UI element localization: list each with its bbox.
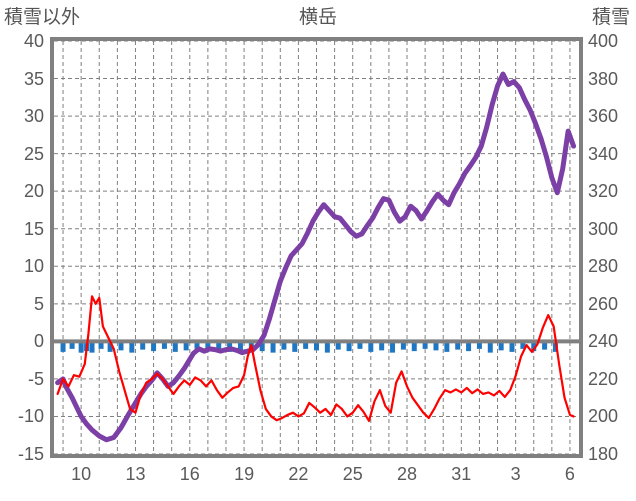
y-axis-left-tick-label: 15 [23, 218, 44, 239]
precipitation-bar [400, 341, 406, 350]
y-axis-left-tick-label: 10 [23, 256, 44, 277]
precipitation-bar [183, 341, 189, 351]
precipitation-bar [433, 341, 439, 351]
precipitation-bar [78, 341, 84, 353]
precipitation-bar [98, 341, 104, 349]
precipitation-bar [520, 341, 526, 349]
y-axis-right-tick-label: 400 [588, 31, 619, 51]
precipitation-bar [303, 341, 309, 349]
precipitation-bar [270, 341, 276, 353]
y-axis-left-tick-label: 5 [33, 293, 44, 314]
precipitation-bar [411, 341, 417, 352]
y-axis-right-tick-label: 340 [588, 143, 619, 164]
precipitation-bar [444, 341, 450, 352]
precipitation-bar [487, 341, 493, 353]
y-axis-right-tick-label: 300 [588, 218, 619, 239]
x-axis-tick-label: 19 [234, 464, 255, 484]
y-axis-right-tick-label: 320 [588, 181, 619, 202]
precipitation-bar [237, 341, 243, 351]
precipitation-bar [531, 341, 537, 352]
x-axis-tick-label: 13 [125, 464, 146, 484]
y-axis-left-tick-label: -15 [17, 444, 44, 464]
x-axis-tick-label: 16 [179, 464, 200, 484]
precipitation-bar [422, 341, 428, 349]
precipitation-bar [455, 341, 461, 350]
page-title: 横岳 [298, 7, 337, 28]
snow-depth-line [55, 71, 577, 443]
precipitation-bar [509, 341, 515, 352]
precipitation-bar [107, 341, 113, 352]
x-axis-tick-label: 22 [288, 464, 309, 484]
x-axis-tick-label: 31 [451, 464, 472, 484]
precipitation-bar [498, 341, 504, 351]
y-axis-left-tick-label: -10 [17, 406, 44, 427]
plot-area [54, 41, 579, 454]
y-axis-left-tick-label: 40 [23, 31, 44, 51]
precipitation-bar [151, 341, 157, 352]
precipitation-bar [314, 341, 319, 351]
plot-frame [50, 37, 583, 458]
x-axis-tick-label: 28 [397, 464, 418, 484]
y-axis-right-tick-label: 380 [588, 68, 619, 89]
y-axis-left-tick-label: 30 [23, 106, 44, 127]
temperature-line [56, 295, 575, 423]
precipitation-bar [346, 341, 352, 352]
x-axis-tick-label: 3 [510, 464, 521, 484]
y-axis-right-tick-label: 280 [588, 256, 619, 277]
precipitation-bar [118, 341, 124, 351]
y-axis-right-tick-label: 180 [588, 444, 619, 464]
precipitation-bar [466, 341, 472, 352]
x-axis-tick-label: 6 [564, 464, 575, 484]
precipitation-bar [89, 341, 95, 353]
precipitation-bar [172, 341, 178, 352]
precipitation-bar [60, 341, 66, 352]
precipitation-bar [161, 341, 167, 349]
precipitation-bar [357, 341, 363, 349]
precipitation-bar [552, 341, 558, 352]
precipitation-bar [292, 341, 298, 352]
left-axis-title: 積雪以外 [4, 7, 81, 28]
precipitation-bar [390, 341, 396, 353]
precipitation-bar [476, 341, 482, 349]
y-axis-left-tick-label: 25 [23, 143, 44, 164]
y-axis-left-tick-label: -5 [27, 368, 44, 389]
right-axis-title: 積雪 [591, 7, 630, 28]
y-axis-left-tick-label: 20 [23, 181, 44, 202]
y-axis-right-tick-label: 360 [588, 106, 619, 127]
y-axis-right-tick-label: 260 [588, 293, 619, 314]
y-axis-left-tick-label: 35 [23, 68, 44, 89]
x-axis-tick-label: 25 [342, 464, 363, 484]
precipitation-bar [129, 341, 135, 353]
y-axis-right-tick-label: 200 [588, 406, 619, 427]
precipitation-bar [216, 341, 222, 350]
precipitation-bar [335, 341, 341, 350]
precipitation-bar [281, 341, 287, 350]
precipitation-bar [69, 341, 75, 349]
y-axis-left-tick-label: 0 [33, 331, 44, 352]
x-axis-tick-label: 10 [71, 464, 92, 484]
precipitation-bar [205, 341, 211, 352]
precipitation-bar [140, 341, 146, 350]
chart-svg [54, 41, 579, 454]
precipitation-bar [368, 341, 374, 352]
precipitation-bar [259, 341, 265, 352]
precipitation-bar [379, 341, 385, 351]
precipitation-bar [542, 341, 548, 350]
y-axis-right-tick-label: 240 [588, 331, 619, 352]
y-axis-right-tick-label: 220 [588, 368, 619, 389]
precipitation-bar [194, 341, 200, 349]
precipitation-bar [324, 341, 330, 353]
